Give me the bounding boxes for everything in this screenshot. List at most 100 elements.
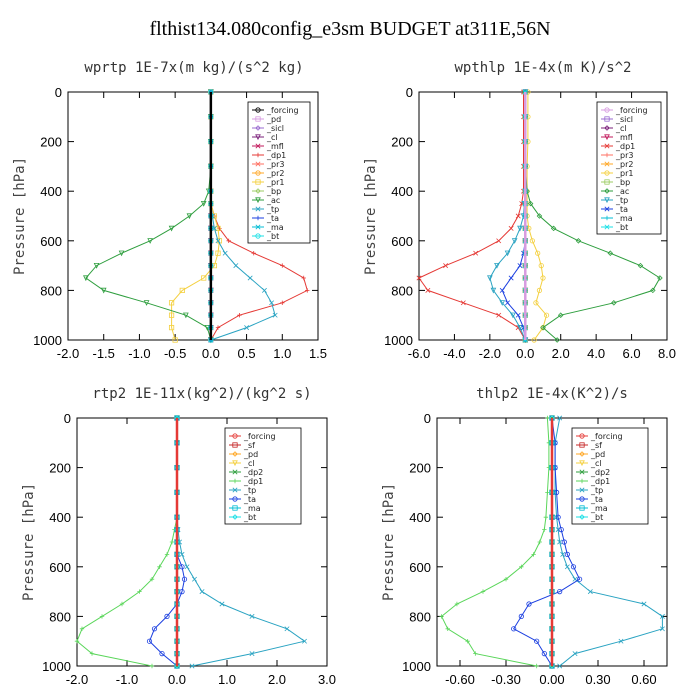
legend-entry: _ta [590,495,603,504]
data-point [508,225,514,231]
data-point [604,143,610,149]
data-point [251,251,256,256]
data-point [168,225,175,232]
data-point [100,287,107,294]
data-point [445,626,450,631]
data-point [604,188,610,194]
data-point [545,490,550,495]
data-point [529,238,535,244]
legend-entry: _sf [590,441,602,450]
data-point [517,325,523,331]
y-tick-label: 1000 [33,333,62,348]
y-tick-label: 600 [49,560,71,575]
legend-entry: _forcing [590,432,623,441]
series-line [512,417,581,667]
y-axis-label: Pressure [hPa] [381,483,397,601]
data-point [168,324,175,331]
data-point [579,496,585,502]
x-tick-label: -0.30 [491,672,521,687]
legend-entry: _pd [266,115,281,124]
data-point [604,125,610,131]
data-point [93,263,100,269]
x-tick-label: 0.0 [202,346,220,361]
data-point [181,576,188,582]
x-tick-label: 0.5 [238,346,256,361]
data-point [201,275,207,281]
data-point [183,312,189,319]
data-point [536,287,543,293]
data-point [301,275,306,281]
legend-entry: _dp1 [615,142,635,151]
data-point [579,514,585,520]
data-point [579,505,585,511]
x-tick-label: 4.0 [587,346,605,361]
legend-entry: _ac [615,187,629,196]
data-point [222,250,228,256]
legend-entry: _bt [266,232,279,241]
data-point [538,262,544,269]
data-point [526,601,532,607]
legend-entry: _tp [615,196,628,205]
data-point [641,601,647,607]
y-tick-label: 400 [49,510,71,525]
data-point [604,116,610,122]
data-point [232,442,238,448]
legend-entry: _sicl [615,115,633,124]
data-point [184,564,190,570]
data-point [255,116,261,122]
legend-entry: _ma [590,504,608,513]
data-point [543,312,550,318]
legend-entry: _cl [590,459,602,468]
x-tick-label: 1.5 [309,346,327,361]
data-point [508,275,514,281]
data-point [611,300,617,306]
data-point [604,215,610,221]
data-point [494,263,500,269]
data-point [255,143,261,149]
data-point [550,225,557,232]
data-point [519,564,524,569]
data-point [232,478,238,484]
data-point [164,613,170,620]
data-point [540,324,546,331]
data-point [533,300,539,306]
legend-entry: _ma [266,223,284,232]
data-point [147,238,153,244]
series-tp [487,89,529,344]
legend-entry: _pr2 [266,169,284,178]
series-line [76,418,178,667]
legend-entry: _pr3 [615,151,633,160]
x-tick-label: 2.0 [268,672,286,687]
data-point [527,200,534,207]
data-point [560,551,566,557]
data-point [561,539,567,545]
x-tick-label: -2.0 [57,346,79,361]
data-point [557,312,564,318]
data-point [587,589,593,595]
legend-entry: _sf [243,441,255,450]
data-point [542,527,547,532]
legend-entry: _bt [590,513,603,522]
panel-title: thlp2 1E-4x(K^2)/s [476,386,628,402]
data-point [280,300,285,305]
y-tick-label: 200 [391,135,413,150]
data-point [496,238,502,244]
data-point [255,206,261,212]
panel-title: wprtp 1E-7x(m kg)/(s^2 kg) [84,60,303,76]
x-tick-label: -1.0 [128,346,150,361]
data-point [537,539,542,545]
data-point [604,134,610,141]
data-point [118,250,125,257]
data-point [169,539,175,545]
series-dp1 [439,415,552,669]
data-point [284,626,290,632]
plot-frame [418,91,668,341]
y-tick-label: 800 [409,609,431,624]
data-point [255,224,261,230]
legend-entry: _cl [266,133,278,142]
y-tick-label: 200 [40,135,62,150]
data-point [557,588,563,595]
data-point [249,651,255,657]
x-tick-label: -6.0 [408,346,430,361]
